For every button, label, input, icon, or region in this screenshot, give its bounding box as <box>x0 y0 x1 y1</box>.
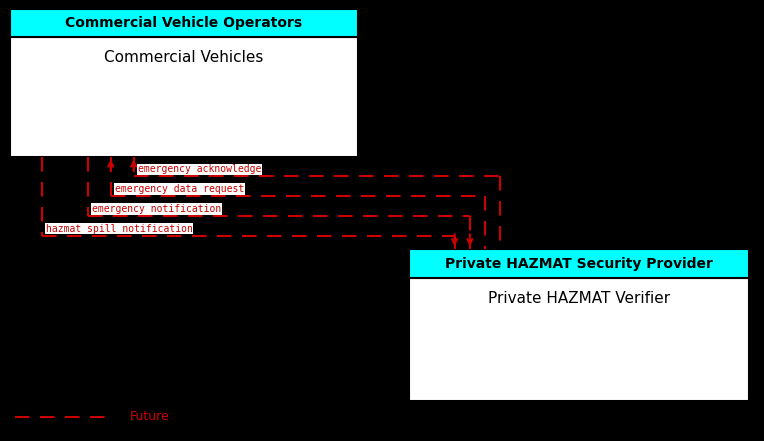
Bar <box>10 9 358 37</box>
Text: Future: Future <box>130 410 170 423</box>
Text: Commercial Vehicles: Commercial Vehicles <box>104 50 264 65</box>
Bar <box>409 278 749 401</box>
Text: Private HAZMAT Verifier: Private HAZMAT Verifier <box>487 292 670 306</box>
Bar <box>10 37 358 157</box>
Text: emergency data request: emergency data request <box>115 184 244 194</box>
Text: emergency acknowledge: emergency acknowledge <box>138 164 261 174</box>
Text: emergency notification: emergency notification <box>92 204 221 214</box>
Text: Private HAZMAT Security Provider: Private HAZMAT Security Provider <box>445 257 713 271</box>
Bar <box>409 249 749 278</box>
Text: Commercial Vehicle Operators: Commercial Vehicle Operators <box>65 16 303 30</box>
Text: hazmat spill notification: hazmat spill notification <box>46 224 193 234</box>
